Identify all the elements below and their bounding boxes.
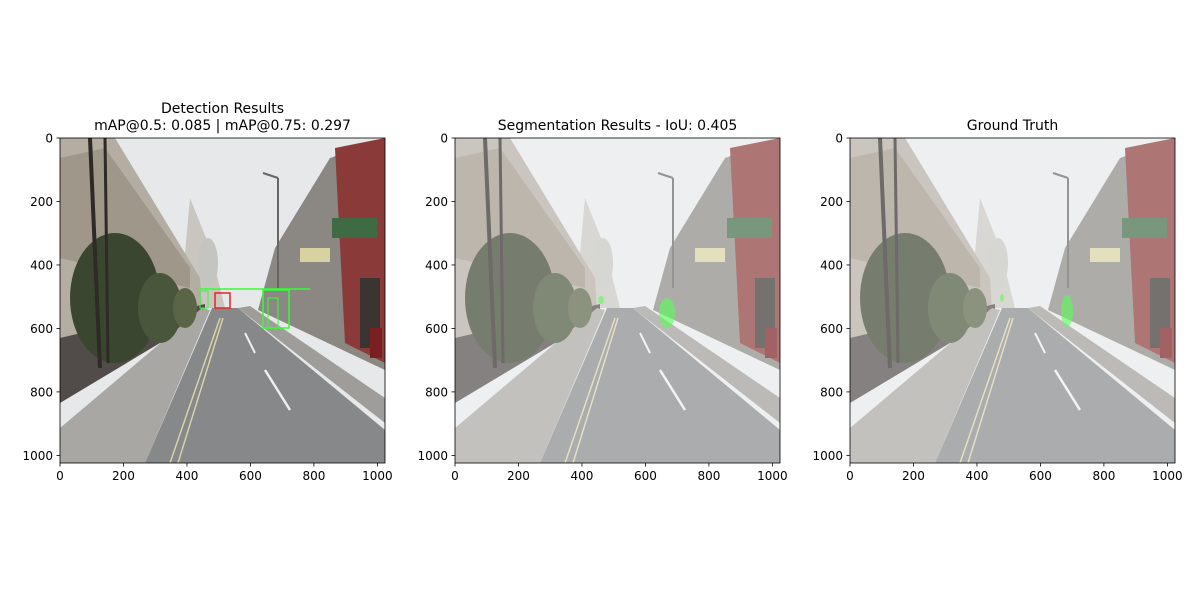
x-tick-label: 800 (697, 469, 720, 483)
y-tick-label: 0 (45, 132, 53, 146)
y-tick-label: 800 (820, 385, 843, 399)
x-tick-label: 600 (1029, 469, 1052, 483)
y-tick-label: 200 (425, 195, 448, 209)
y-tick-label: 400 (30, 258, 53, 272)
chart-title: Detection Results (161, 101, 284, 117)
y-tick-label: 400 (820, 258, 843, 272)
axes-frame (849, 137, 1176, 464)
axes-frame (59, 137, 386, 464)
x-tick-label: 1000 (362, 469, 393, 483)
y-tick-label: 600 (820, 322, 843, 336)
x-tick-label: 1000 (757, 469, 788, 483)
image-panel (850, 138, 1175, 463)
y-tick-label: 200 (30, 195, 53, 209)
x-tick-label: 1000 (1152, 469, 1183, 483)
y-tick-label: 1000 (22, 449, 53, 463)
x-tick-label: 200 (902, 469, 925, 483)
y-tick-label: 1000 (417, 449, 448, 463)
chart-title: mAP@0.5: 0.085 | mAP@0.75: 0.297 (94, 118, 351, 134)
x-tick-label: 0 (846, 469, 854, 483)
x-tick-label: 600 (239, 469, 262, 483)
y-tick-label: 600 (30, 322, 53, 336)
y-tick-label: 0 (835, 132, 843, 146)
x-tick-label: 0 (56, 469, 64, 483)
y-tick-label: 800 (425, 385, 448, 399)
segment-mask (1061, 295, 1073, 327)
x-tick-label: 200 (507, 469, 530, 483)
image-panel (455, 138, 780, 463)
x-tick-label: 800 (302, 469, 325, 483)
x-tick-label: 400 (571, 469, 594, 483)
y-tick-label: 800 (30, 385, 53, 399)
y-tick-label: 1000 (812, 449, 843, 463)
detection-box (214, 292, 231, 309)
x-tick-label: 800 (1092, 469, 1115, 483)
x-tick-label: 600 (634, 469, 657, 483)
chart-title: Ground Truth (967, 118, 1058, 134)
y-tick-label: 0 (440, 132, 448, 146)
segment-mask (1000, 294, 1004, 302)
segment-mask (659, 298, 675, 328)
segment-mask (598, 296, 604, 304)
y-tick-label: 600 (425, 322, 448, 336)
detection-box (199, 290, 209, 309)
y-tick-label: 200 (820, 195, 843, 209)
x-tick-label: 0 (451, 469, 459, 483)
chart-title: Segmentation Results - IoU: 0.405 (498, 118, 738, 134)
x-tick-label: 400 (966, 469, 989, 483)
image-panel (60, 138, 385, 463)
axes-frame (454, 137, 781, 464)
x-tick-label: 200 (112, 469, 135, 483)
y-tick-label: 400 (425, 258, 448, 272)
x-tick-label: 400 (176, 469, 199, 483)
detection-box (267, 297, 279, 329)
